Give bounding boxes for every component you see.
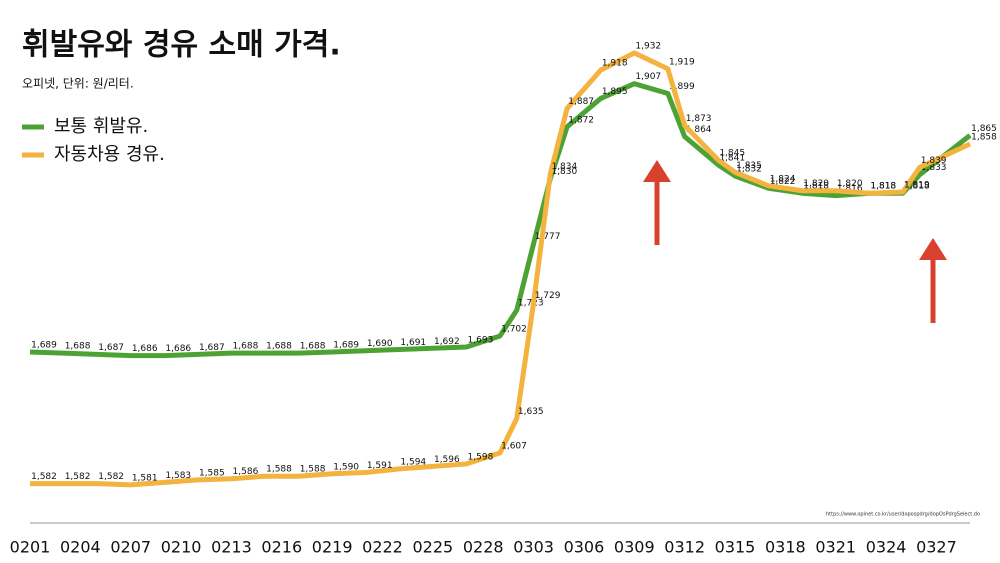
x-tick-label: 0219 (312, 538, 353, 557)
value-label: 1,872 (568, 115, 594, 125)
value-label: 1,818 (904, 182, 930, 192)
value-label: 1,582 (65, 472, 91, 482)
value-label: 1,582 (31, 472, 57, 482)
x-tick-label: 0327 (916, 538, 957, 557)
value-label: 1,690 (367, 339, 393, 349)
value-label: 1,591 (367, 461, 393, 471)
value-label: 1,688 (233, 342, 259, 352)
value-label: 1,688 (266, 342, 292, 352)
value-label: 1,581 (132, 473, 158, 483)
value-label: 1,590 (333, 462, 359, 472)
x-tick-label: 0306 (564, 538, 605, 557)
value-label: 1,729 (535, 291, 561, 301)
value-label: 1,818 (870, 182, 896, 192)
chart-subtitle: 오피넷, 단위: 원/리터. (22, 77, 134, 91)
x-tick-label: 0201 (10, 538, 51, 557)
value-label: 1,918 (602, 59, 628, 69)
x-tick-label: 0228 (463, 538, 504, 557)
x-tick-label: 0210 (161, 538, 202, 557)
arrow (643, 160, 671, 245)
value-label: 1,865 (971, 124, 997, 134)
value-label: 1,686 (132, 344, 158, 354)
value-label: 1,687 (199, 343, 225, 353)
value-label: 1,588 (266, 465, 292, 475)
value-label: 1,691 (400, 338, 426, 348)
x-tick-label: 0216 (261, 538, 302, 557)
value-label: 1,585 (199, 468, 225, 478)
value-label: 1,824 (770, 174, 796, 184)
value-label: 1,839 (921, 156, 947, 166)
value-label: 1,864 (686, 125, 712, 135)
x-tick-label: 0315 (715, 538, 756, 557)
value-label: 1,834 (551, 162, 577, 172)
value-label: 1,820 (837, 179, 863, 189)
value-label: 1,820 (803, 179, 829, 189)
x-tick-label: 0312 (664, 538, 705, 557)
x-tick-label: 0225 (412, 538, 453, 557)
x-tick-label: 0222 (362, 538, 403, 557)
value-label: 1,845 (719, 148, 745, 158)
x-tick-label: 0309 (614, 538, 655, 557)
source: https://www.opinet.co.kr/user/dopospdrg/… (826, 512, 980, 518)
x-tick-label: 0213 (211, 538, 252, 557)
value-label: 1,689 (31, 340, 57, 350)
value-label: 1,907 (635, 72, 661, 82)
value-label: 1,586 (233, 467, 259, 477)
value-label: 1,702 (501, 324, 527, 334)
value-label: 1,873 (686, 114, 712, 124)
value-label: 1,693 (468, 336, 494, 346)
x-tick-label: 0303 (513, 538, 554, 557)
value-label: 1,858 (971, 132, 997, 142)
legend-label: 보통 휘발유. (54, 116, 148, 137)
x-tick-label: 0204 (60, 538, 101, 557)
x-tick-label: 0318 (765, 538, 806, 557)
value-label: 1,830 (551, 167, 577, 177)
value-label: 1,835 (736, 161, 762, 171)
x-tick-label: 0207 (110, 538, 151, 557)
value-label: 1,688 (65, 342, 91, 352)
value-label: 1,688 (300, 342, 326, 352)
value-label: 1,692 (434, 337, 460, 347)
value-label: 1,723 (518, 299, 544, 309)
value-label: 1,887 (568, 97, 594, 107)
value-label: 1,596 (434, 455, 460, 465)
x-tick-label: 0321 (815, 538, 856, 557)
value-label: 1,583 (165, 471, 191, 481)
value-label: 1,607 (501, 441, 527, 451)
line (29, 81, 972, 359)
value-label: 1,598 (468, 452, 494, 462)
value-label: 1,899 (669, 82, 695, 92)
value-label: 1,832 (736, 164, 762, 174)
value-label: 1,687 (98, 343, 124, 353)
value-label: 1,919 (669, 57, 695, 67)
value-label: 1,777 (535, 232, 561, 242)
value-label: 1,822 (770, 177, 796, 187)
value-label: 1,635 (518, 407, 544, 417)
value-label: 1,689 (333, 340, 359, 350)
x-tick-label: 0324 (866, 538, 907, 557)
value-label: 1,594 (400, 457, 426, 467)
legend-label: 자동차용 경유. (54, 144, 165, 165)
value-label: 1,818 (803, 182, 829, 192)
arrow (919, 238, 947, 323)
value-label: 1,833 (921, 163, 947, 173)
value-label: 1,588 (300, 465, 326, 475)
value-label: 1,895 (602, 87, 628, 97)
value-label: 1,582 (98, 472, 124, 482)
value-label: 1,816 (837, 184, 863, 194)
value-label: 1,686 (165, 344, 191, 354)
value-label: 1,841 (719, 153, 745, 163)
chart-title: 휘발유와 경유 소매 가격. (22, 28, 341, 63)
value-label: 1,819 (904, 180, 930, 190)
value-label: 1,932 (635, 41, 661, 51)
line (30, 50, 972, 488)
value-label: 1,818 (870, 182, 896, 192)
